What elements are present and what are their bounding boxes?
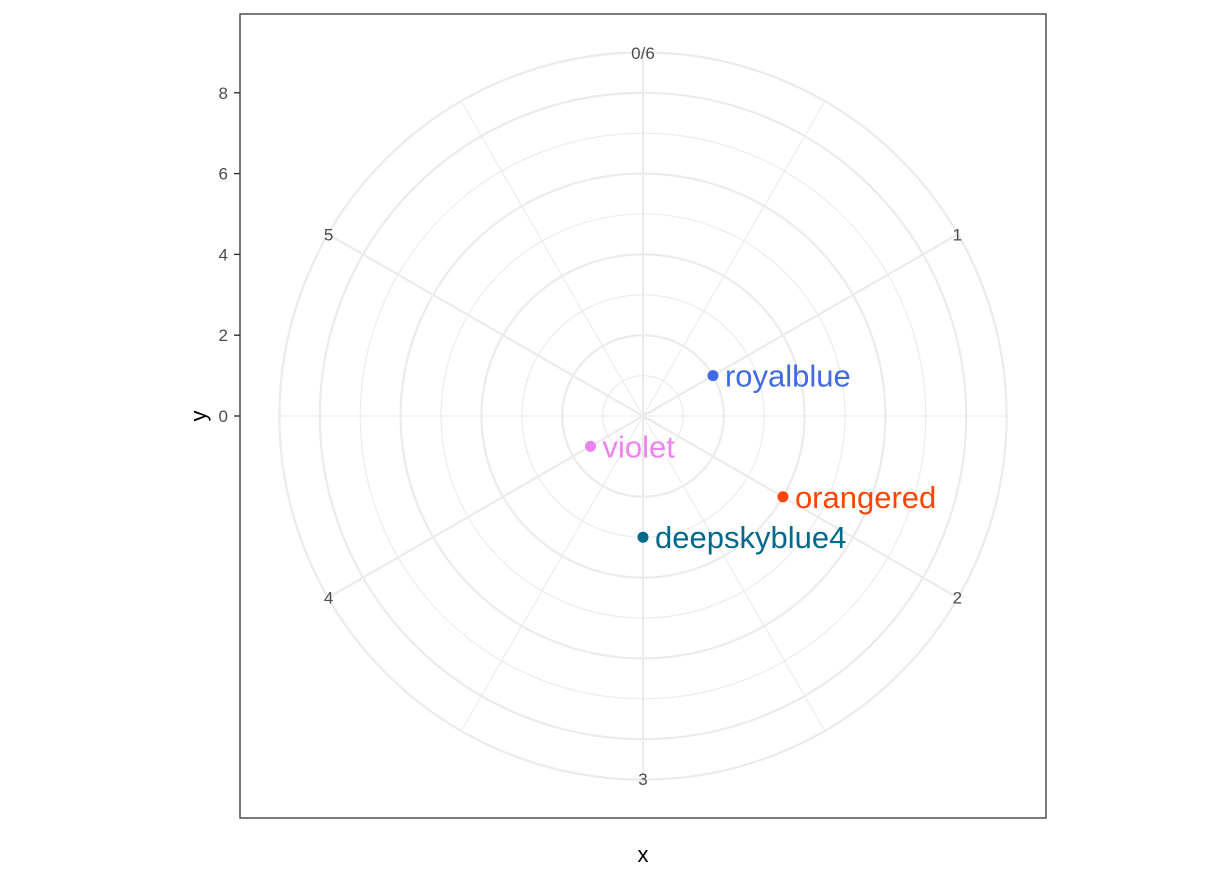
point-label: royalblue bbox=[725, 359, 851, 394]
y-tick-label: 2 bbox=[219, 326, 228, 345]
data-layer: royalblue orangered deepskyblue4 violet bbox=[585, 359, 936, 555]
y-axis: 0 2 4 6 8 bbox=[219, 84, 240, 426]
point-label: orangered bbox=[795, 480, 936, 515]
angle-tick-label: 4 bbox=[324, 589, 333, 608]
angle-tick-label: 1 bbox=[953, 226, 962, 245]
y-tick-label: 0 bbox=[219, 407, 228, 426]
angle-tick-label: 3 bbox=[638, 770, 647, 789]
major-spoke bbox=[642, 233, 959, 417]
point-label: violet bbox=[603, 429, 676, 464]
minor-spoke bbox=[460, 100, 644, 417]
grid bbox=[278, 51, 1008, 781]
angle-axis: 0/6 1 2 3 4 5 bbox=[324, 44, 962, 789]
data-point bbox=[585, 440, 597, 452]
outer-grid-circle bbox=[278, 51, 1008, 781]
angle-tick-label: 0/6 bbox=[631, 44, 655, 63]
y-tick-label: 4 bbox=[219, 245, 228, 264]
y-tick-label: 6 bbox=[219, 165, 228, 184]
point-label: deepskyblue4 bbox=[655, 520, 846, 555]
minor-spoke bbox=[460, 415, 644, 732]
data-point bbox=[637, 531, 649, 543]
x-axis-title: x bbox=[638, 842, 649, 867]
angle-tick-label: 5 bbox=[324, 226, 333, 245]
major-spoke bbox=[642, 415, 959, 599]
major-spoke bbox=[327, 233, 644, 417]
y-axis-title: y bbox=[186, 411, 211, 422]
data-point bbox=[777, 491, 789, 503]
y-tick-label: 8 bbox=[219, 84, 228, 103]
data-point bbox=[707, 370, 719, 382]
minor-spoke bbox=[642, 415, 826, 732]
angle-tick-label: 2 bbox=[953, 589, 962, 608]
minor-spoke bbox=[642, 100, 826, 417]
